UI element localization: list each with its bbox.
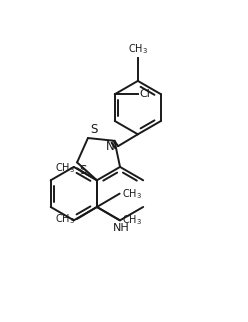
Text: CH$_3$: CH$_3$ — [122, 213, 142, 227]
Text: S: S — [90, 123, 97, 136]
Text: CH$_3$: CH$_3$ — [55, 161, 75, 175]
Text: CH$_3$: CH$_3$ — [128, 43, 148, 56]
Text: CH$_3$: CH$_3$ — [55, 212, 75, 226]
Text: N: N — [106, 140, 115, 153]
Text: S: S — [79, 165, 87, 177]
Text: NH: NH — [113, 223, 129, 233]
Text: Cl: Cl — [139, 89, 150, 99]
Text: CH$_3$: CH$_3$ — [122, 187, 142, 201]
